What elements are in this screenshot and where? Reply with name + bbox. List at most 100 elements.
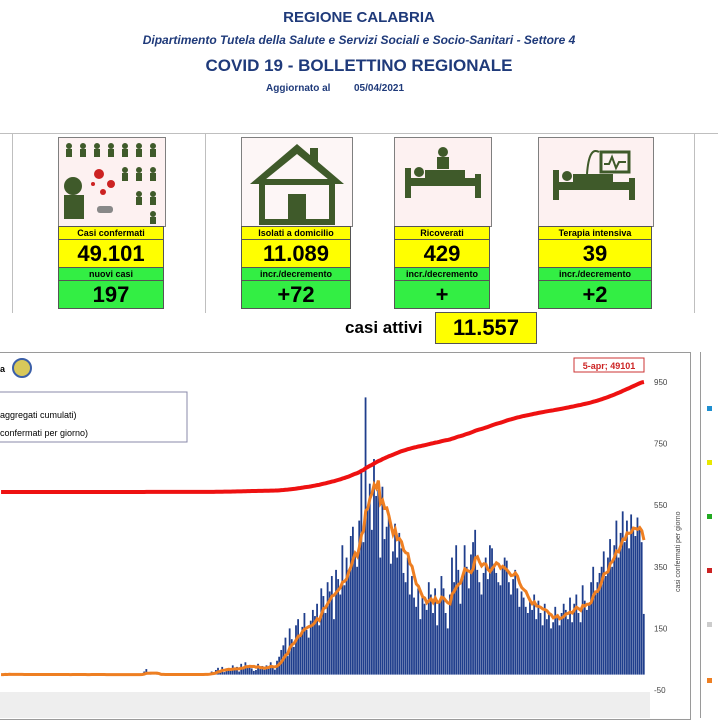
legend-marker	[707, 678, 712, 683]
daily-bar	[316, 604, 318, 675]
daily-bar	[333, 619, 335, 674]
daily-bar	[497, 582, 499, 674]
daily-bar	[428, 582, 430, 674]
daily-bar	[411, 576, 413, 675]
daily-bar	[352, 527, 354, 675]
daily-bar	[419, 619, 421, 674]
daily-bar	[445, 613, 447, 675]
daily-bar	[597, 582, 599, 674]
daily-bar	[339, 595, 341, 675]
home-card: Isolati a domicilio 11.089 incr./decreme…	[241, 226, 351, 309]
confirmed-value: 49.101	[58, 240, 164, 268]
daily-bar	[327, 582, 329, 674]
panel-divider	[694, 133, 695, 313]
daily-bar	[312, 610, 314, 675]
daily-bar	[540, 613, 542, 675]
daily-bar	[639, 530, 641, 675]
daily-bar	[561, 613, 563, 675]
daily-bar	[603, 551, 605, 674]
daily-bar	[255, 670, 257, 675]
icu-delta-value: +2	[538, 281, 652, 309]
legend-marker	[707, 568, 712, 573]
daily-bar	[424, 604, 426, 675]
daily-bar	[628, 548, 630, 674]
daily-bar	[487, 579, 489, 674]
daily-bar	[478, 582, 480, 674]
daily-bar	[394, 524, 396, 675]
daily-bar	[525, 607, 527, 675]
daily-bar	[588, 604, 590, 675]
new-cases-label: nuovi casi	[58, 268, 164, 281]
legend-daily-label: confermati per giorno)	[0, 428, 88, 438]
daily-bar	[474, 530, 476, 675]
legend-marker	[707, 460, 712, 465]
daily-bar	[620, 533, 622, 675]
daily-bar	[415, 607, 417, 675]
daily-bar	[331, 576, 333, 675]
daily-bar	[259, 669, 261, 675]
right-legend-panel	[700, 352, 718, 718]
daily-bar	[592, 567, 594, 675]
daily-bar	[356, 567, 358, 675]
daily-bar	[396, 558, 398, 675]
daily-bar	[238, 672, 240, 675]
daily-bar	[556, 616, 558, 675]
panel-top-border	[0, 133, 718, 134]
daily-bar	[320, 588, 322, 674]
daily-bar	[460, 604, 462, 675]
daily-bar	[605, 576, 607, 675]
hospital-value: 429	[394, 240, 490, 268]
daily-bar	[559, 625, 561, 674]
daily-bar	[483, 573, 485, 675]
daily-bar	[432, 613, 434, 675]
daily-bar	[223, 672, 225, 674]
daily-bar	[594, 595, 596, 675]
legend-marker	[707, 622, 712, 627]
active-cases-label: casi attivi	[345, 318, 423, 338]
daily-bar	[527, 613, 529, 675]
daily-bar	[466, 567, 468, 675]
daily-bar	[451, 558, 453, 675]
daily-bar	[485, 558, 487, 675]
daily-bar	[449, 595, 451, 675]
daily-bar	[287, 656, 289, 674]
x-axis-date-band	[0, 692, 650, 718]
daily-bar	[379, 558, 381, 675]
y-tick-label: -50	[654, 686, 666, 695]
daily-bar	[293, 647, 295, 675]
daily-bar	[626, 521, 628, 675]
daily-bar	[318, 625, 320, 674]
daily-bar	[413, 598, 415, 675]
daily-bar	[521, 591, 523, 674]
daily-bar	[637, 518, 639, 675]
icu-delta-label: incr./decremento	[538, 268, 652, 281]
daily-bar	[533, 595, 535, 675]
daily-bar	[341, 545, 343, 674]
daily-bar	[344, 585, 346, 674]
daily-bar	[582, 585, 584, 674]
daily-bar	[508, 582, 510, 674]
cases-chart: a aggregati cumulati) confermati per gio…	[0, 352, 700, 718]
icu-card: Terapia intensiva 39 incr./decremento +2	[538, 226, 652, 309]
home-delta-value: +72	[241, 281, 351, 309]
legend-marker	[707, 514, 712, 519]
daily-bar	[624, 542, 626, 674]
confirmed-card: Casi confermati 49.101 nuovi casi 197	[58, 226, 164, 309]
daily-bar	[489, 545, 491, 674]
daily-bar	[253, 671, 255, 675]
hospital-delta-label: incr./decremento	[394, 268, 490, 281]
daily-bar	[546, 619, 548, 674]
confirmed-label: Casi confermati	[58, 226, 164, 240]
legend-cumulative-label: aggregati cumulati)	[0, 410, 77, 420]
daily-bar	[441, 576, 443, 675]
daily-bar	[386, 527, 388, 675]
daily-bar	[447, 628, 449, 674]
daily-bar	[407, 558, 409, 675]
daily-bar	[274, 670, 276, 675]
daily-bar	[409, 595, 411, 675]
daily-bar	[426, 610, 428, 675]
daily-bar	[523, 598, 525, 675]
daily-bar	[422, 595, 424, 675]
y-tick-label: 350	[654, 563, 668, 572]
daily-bar	[455, 545, 457, 674]
